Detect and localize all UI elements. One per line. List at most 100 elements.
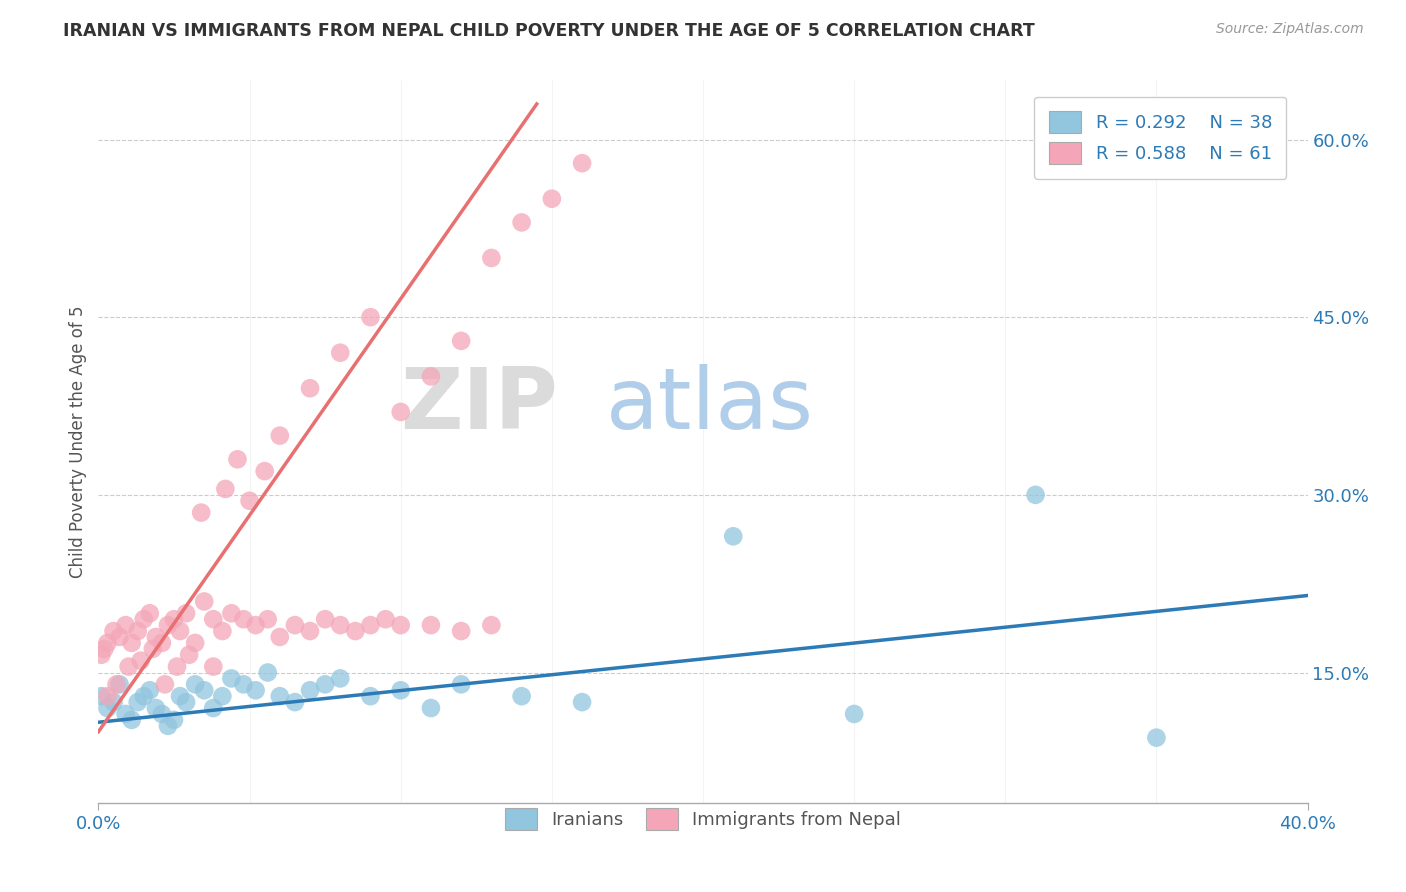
- Point: [245, 683, 267, 698]
- Point: [145, 630, 167, 644]
- Point: [114, 706, 136, 721]
- Point: [156, 618, 179, 632]
- Point: [299, 624, 322, 638]
- Point: [360, 618, 382, 632]
- Point: [221, 672, 243, 686]
- Point: [118, 659, 141, 673]
- Point: [96, 689, 118, 703]
- Point: [269, 689, 291, 703]
- Point: [90, 689, 112, 703]
- Point: [256, 665, 278, 680]
- Point: [129, 654, 152, 668]
- Point: [481, 618, 503, 632]
- Point: [450, 624, 472, 638]
- Point: [389, 618, 412, 632]
- Point: [481, 251, 503, 265]
- Point: [253, 464, 276, 478]
- Point: [314, 612, 336, 626]
- Point: [166, 659, 188, 673]
- Point: [90, 648, 112, 662]
- Point: [214, 482, 236, 496]
- Point: [139, 683, 162, 698]
- Point: [232, 677, 254, 691]
- Point: [96, 636, 118, 650]
- Point: [211, 624, 233, 638]
- Point: [127, 695, 149, 709]
- Point: [284, 695, 307, 709]
- Point: [121, 636, 143, 650]
- Point: [127, 624, 149, 638]
- Point: [132, 689, 155, 703]
- Point: [156, 719, 179, 733]
- Point: [108, 630, 131, 644]
- Point: [420, 701, 443, 715]
- Point: [374, 612, 396, 626]
- Point: [329, 618, 352, 632]
- Point: [232, 612, 254, 626]
- Point: [329, 672, 352, 686]
- Point: [132, 612, 155, 626]
- Point: [121, 713, 143, 727]
- Point: [193, 683, 215, 698]
- Point: [163, 713, 186, 727]
- Point: [211, 689, 233, 703]
- Point: [93, 641, 115, 656]
- Point: [344, 624, 367, 638]
- Point: [184, 677, 207, 691]
- Point: [723, 529, 745, 543]
- Point: [450, 677, 472, 691]
- Point: [202, 701, 225, 715]
- Point: [360, 689, 382, 703]
- Point: [389, 683, 412, 698]
- Point: [174, 607, 197, 621]
- Point: [139, 607, 162, 621]
- Point: [1024, 488, 1046, 502]
- Y-axis label: Child Poverty Under the Age of 5: Child Poverty Under the Age of 5: [69, 305, 87, 578]
- Point: [226, 452, 249, 467]
- Point: [1144, 731, 1167, 745]
- Point: [269, 428, 291, 442]
- Point: [150, 706, 173, 721]
- Point: [96, 701, 118, 715]
- Point: [190, 506, 212, 520]
- Point: [142, 641, 165, 656]
- Point: [269, 630, 291, 644]
- Point: [571, 695, 593, 709]
- Point: [420, 369, 443, 384]
- Point: [389, 405, 412, 419]
- Point: [179, 648, 201, 662]
- Point: [221, 607, 243, 621]
- Point: [153, 677, 176, 691]
- Point: [329, 345, 352, 359]
- Point: [450, 334, 472, 348]
- Point: [105, 677, 128, 691]
- Point: [169, 624, 191, 638]
- Point: [202, 659, 225, 673]
- Point: [510, 689, 533, 703]
- Point: [299, 683, 322, 698]
- Point: [103, 695, 125, 709]
- Text: ZIP: ZIP: [401, 364, 558, 447]
- Point: [314, 677, 336, 691]
- Point: [184, 636, 207, 650]
- Text: atlas: atlas: [606, 364, 814, 447]
- Point: [193, 594, 215, 608]
- Point: [169, 689, 191, 703]
- Point: [245, 618, 267, 632]
- Point: [844, 706, 866, 721]
- Point: [202, 612, 225, 626]
- Legend: Iranians, Immigrants from Nepal: Iranians, Immigrants from Nepal: [491, 793, 915, 845]
- Point: [510, 215, 533, 229]
- Point: [145, 701, 167, 715]
- Text: IRANIAN VS IMMIGRANTS FROM NEPAL CHILD POVERTY UNDER THE AGE OF 5 CORRELATION CH: IRANIAN VS IMMIGRANTS FROM NEPAL CHILD P…: [63, 22, 1035, 40]
- Point: [540, 192, 562, 206]
- Point: [299, 381, 322, 395]
- Point: [108, 677, 131, 691]
- Point: [103, 624, 125, 638]
- Point: [174, 695, 197, 709]
- Point: [256, 612, 278, 626]
- Point: [150, 636, 173, 650]
- Text: Source: ZipAtlas.com: Source: ZipAtlas.com: [1216, 22, 1364, 37]
- Point: [239, 493, 262, 508]
- Point: [571, 156, 593, 170]
